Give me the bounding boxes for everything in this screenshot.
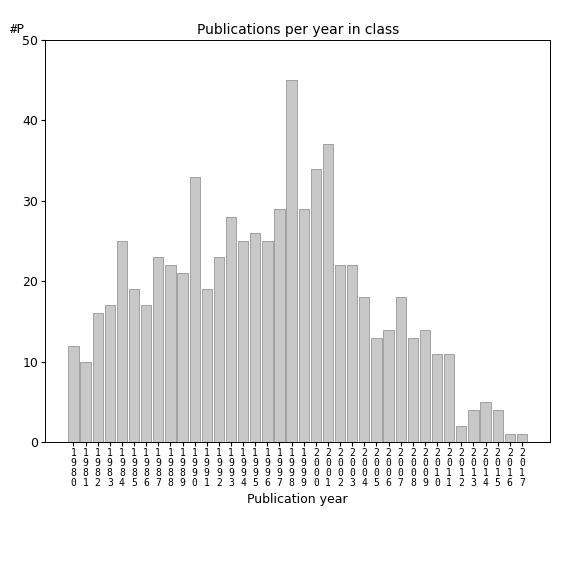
Bar — [153, 257, 163, 442]
Title: Publications per year in class: Publications per year in class — [197, 23, 399, 37]
Bar — [323, 145, 333, 442]
X-axis label: Publication year: Publication year — [247, 493, 348, 506]
Bar — [335, 265, 345, 442]
Bar — [262, 241, 273, 442]
Bar — [480, 402, 490, 442]
Bar — [214, 257, 224, 442]
Bar — [371, 337, 382, 442]
Bar — [129, 289, 139, 442]
Bar — [81, 362, 91, 442]
Bar — [238, 241, 248, 442]
Bar — [396, 297, 406, 442]
Bar — [444, 354, 454, 442]
Bar — [456, 426, 467, 442]
Bar — [92, 314, 103, 442]
Bar — [165, 265, 176, 442]
Bar — [117, 241, 127, 442]
Bar — [311, 168, 321, 442]
Bar — [189, 176, 200, 442]
Bar — [286, 80, 297, 442]
Bar — [299, 209, 309, 442]
Bar — [432, 354, 442, 442]
Text: #P: #P — [10, 23, 25, 36]
Bar — [177, 273, 188, 442]
Bar — [347, 265, 357, 442]
Bar — [468, 410, 479, 442]
Bar — [274, 209, 285, 442]
Bar — [408, 337, 418, 442]
Bar — [141, 306, 151, 442]
Bar — [493, 410, 503, 442]
Bar — [505, 434, 515, 442]
Bar — [517, 434, 527, 442]
Bar — [420, 329, 430, 442]
Bar — [105, 306, 115, 442]
Bar — [68, 346, 79, 442]
Bar — [383, 329, 393, 442]
Bar — [202, 289, 212, 442]
Bar — [250, 233, 260, 442]
Bar — [226, 217, 236, 442]
Bar — [359, 297, 370, 442]
